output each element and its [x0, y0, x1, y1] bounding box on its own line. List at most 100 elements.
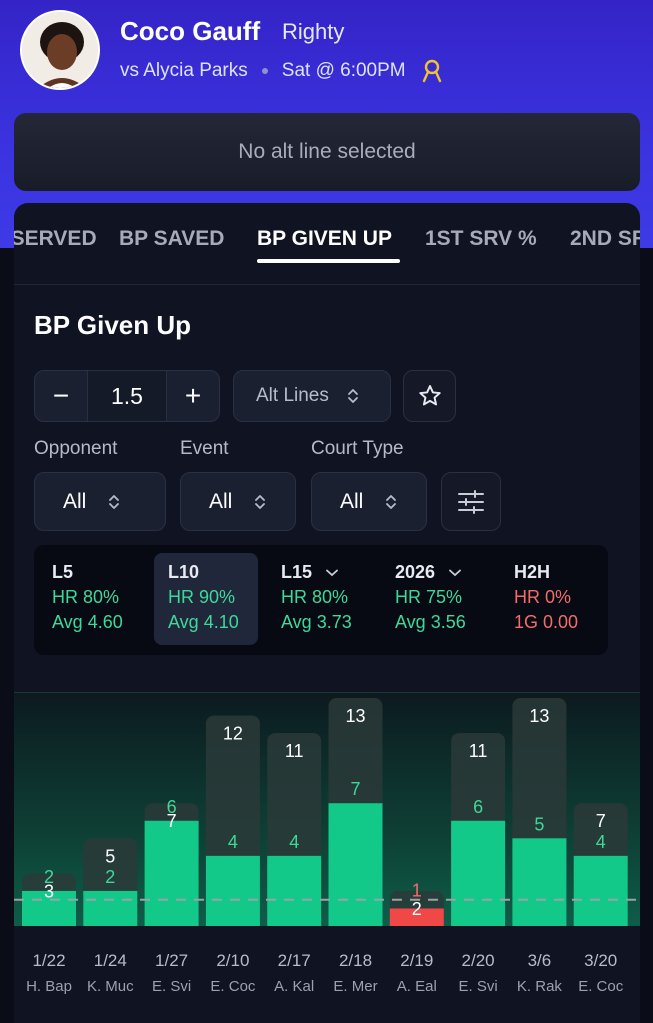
- updown-chevron-icon: [109, 494, 120, 509]
- updown-chevron-icon: [255, 494, 266, 509]
- handedness-label: Righty: [282, 19, 345, 44]
- hit-rate: HR 75%: [395, 587, 463, 607]
- tab-1st-srv[interactable]: 1ST SRV %: [425, 227, 537, 250]
- hit-rate: HR 90%: [168, 587, 236, 607]
- advanced-filters-button[interactable]: [441, 472, 501, 531]
- opponent-label: vs Alycia Parks: [120, 60, 248, 81]
- court-type-select[interactable]: All: [311, 472, 427, 531]
- value-label: 2: [105, 867, 115, 887]
- x-tick-date: 2/19: [400, 951, 433, 970]
- hit-rate: HR 80%: [52, 587, 120, 607]
- player-photo-icon: [22, 12, 98, 88]
- star-icon: [418, 385, 441, 406]
- active-tab-indicator: [257, 259, 400, 263]
- x-tick-date: 2/17: [278, 951, 311, 970]
- value-label: 4: [596, 832, 606, 852]
- matchup-info: vs Alycia Parks Sat @ 6:00PM: [120, 58, 444, 84]
- x-tick-opponent: H. Bap: [26, 978, 72, 995]
- line-stepper: − 1.5 +: [34, 370, 220, 422]
- x-tick-opponent: E. Svi: [459, 978, 498, 995]
- split-label: L5: [52, 562, 74, 582]
- total-label: 13: [529, 706, 549, 726]
- hit-rate: HR 0%: [514, 587, 572, 607]
- alt-lines-label: Alt Lines: [256, 385, 329, 406]
- chevron-down-icon: [449, 569, 461, 576]
- hit-rate: HR 80%: [281, 587, 349, 607]
- avatar[interactable]: [20, 10, 100, 90]
- total-label: 11: [285, 741, 304, 761]
- x-tick-opponent: A. Kal: [274, 978, 314, 995]
- x-tick-date: 1/27: [155, 951, 188, 970]
- value-label: 4: [228, 832, 238, 852]
- split-h2h[interactable]: H2H HR 0% 1G 0.00: [500, 553, 604, 645]
- total-label: 5: [105, 846, 115, 866]
- line-value: 1.5: [87, 371, 167, 421]
- total-label: 2: [412, 899, 422, 919]
- split-label: L15: [281, 562, 313, 582]
- opponent-select[interactable]: All: [34, 472, 166, 531]
- favorite-button[interactable]: [403, 370, 456, 422]
- increment-button[interactable]: +: [184, 380, 202, 411]
- x-tick-date: 3/20: [584, 951, 617, 970]
- value-label: 5: [534, 814, 544, 834]
- court-filter-label: Court Type: [311, 438, 404, 459]
- tab-bp-given-up[interactable]: BP GIVEN UP: [257, 227, 392, 250]
- x-tick-date: 2/20: [462, 951, 495, 970]
- split-2026[interactable]: 2026 HR 75% Avg 3.56: [381, 553, 485, 645]
- tab-bp-saved[interactable]: BP SAVED: [119, 227, 225, 250]
- value-bar: [144, 820, 199, 926]
- split-l10[interactable]: L10 HR 90% Avg 4.10: [154, 553, 258, 645]
- player-header: Coco Gauff Righty vs Alycia Parks Sat @ …: [0, 0, 653, 104]
- total-label: 11: [469, 741, 488, 761]
- total-label: 7: [167, 811, 177, 831]
- alt-line-banner[interactable]: No alt line selected: [14, 113, 640, 191]
- average: Avg 4.60: [52, 612, 123, 632]
- value-bar: [22, 890, 76, 926]
- tab-bp-served[interactable]: BP SERVED: [14, 227, 97, 250]
- split-label: 2026: [395, 562, 436, 582]
- x-tick-opponent: E. Svi: [152, 978, 191, 995]
- value-bar: [451, 820, 506, 926]
- section-title: BP Given Up: [34, 310, 192, 340]
- x-tick-opponent: E. Mer: [333, 978, 377, 995]
- x-tick-opponent: E. Coc: [578, 978, 624, 995]
- value-label: 7: [350, 779, 360, 799]
- separator-dot: [261, 68, 268, 74]
- updown-chevron-icon: [386, 494, 397, 509]
- average: Avg 4.10: [168, 612, 239, 632]
- average: Avg 3.73: [281, 612, 352, 632]
- split-l15[interactable]: L15 HR 80% Avg 3.73: [267, 553, 371, 645]
- split-l5[interactable]: L5 HR 80% Avg 4.60: [38, 553, 142, 645]
- value-bar: [267, 855, 322, 926]
- value-label: 4: [289, 832, 299, 852]
- average: 1G 0.00: [514, 612, 579, 632]
- x-tick-opponent: E. Coc: [210, 978, 256, 995]
- chevron-down-icon: [326, 569, 338, 576]
- value-bar: [512, 838, 567, 926]
- total-label: 12: [223, 724, 243, 744]
- value-bar: [83, 890, 138, 926]
- value-bar: [328, 803, 383, 926]
- total-label: 7: [596, 811, 606, 831]
- event-filter-label: Event: [180, 438, 229, 459]
- ribbon-icon[interactable]: [420, 58, 444, 84]
- alt-lines-select[interactable]: Alt Lines: [233, 370, 391, 422]
- x-tick-opponent: K. Muc: [87, 978, 134, 995]
- total-label: 13: [345, 706, 365, 726]
- value-bar: [389, 908, 444, 926]
- stat-tabs: BP SERVED BP SAVED BP GIVEN UP 1ST SRV %…: [14, 203, 640, 285]
- updown-chevron-icon: [347, 389, 358, 403]
- value-bar: [573, 855, 628, 926]
- value-label: 1: [412, 880, 422, 900]
- value-bar: [205, 855, 260, 926]
- x-tick-date: 1/22: [32, 951, 65, 970]
- opponent-filter-label: Opponent: [34, 438, 118, 459]
- decrement-button[interactable]: −: [52, 380, 70, 411]
- match-time: Sat @ 6:00PM: [281, 60, 406, 81]
- x-tick-opponent: K. Rak: [517, 978, 563, 995]
- value-label: 6: [167, 797, 177, 817]
- sliders-icon: [458, 489, 484, 514]
- event-select[interactable]: All: [180, 472, 296, 531]
- tab-2nd-srv[interactable]: 2ND SRV %: [570, 227, 640, 250]
